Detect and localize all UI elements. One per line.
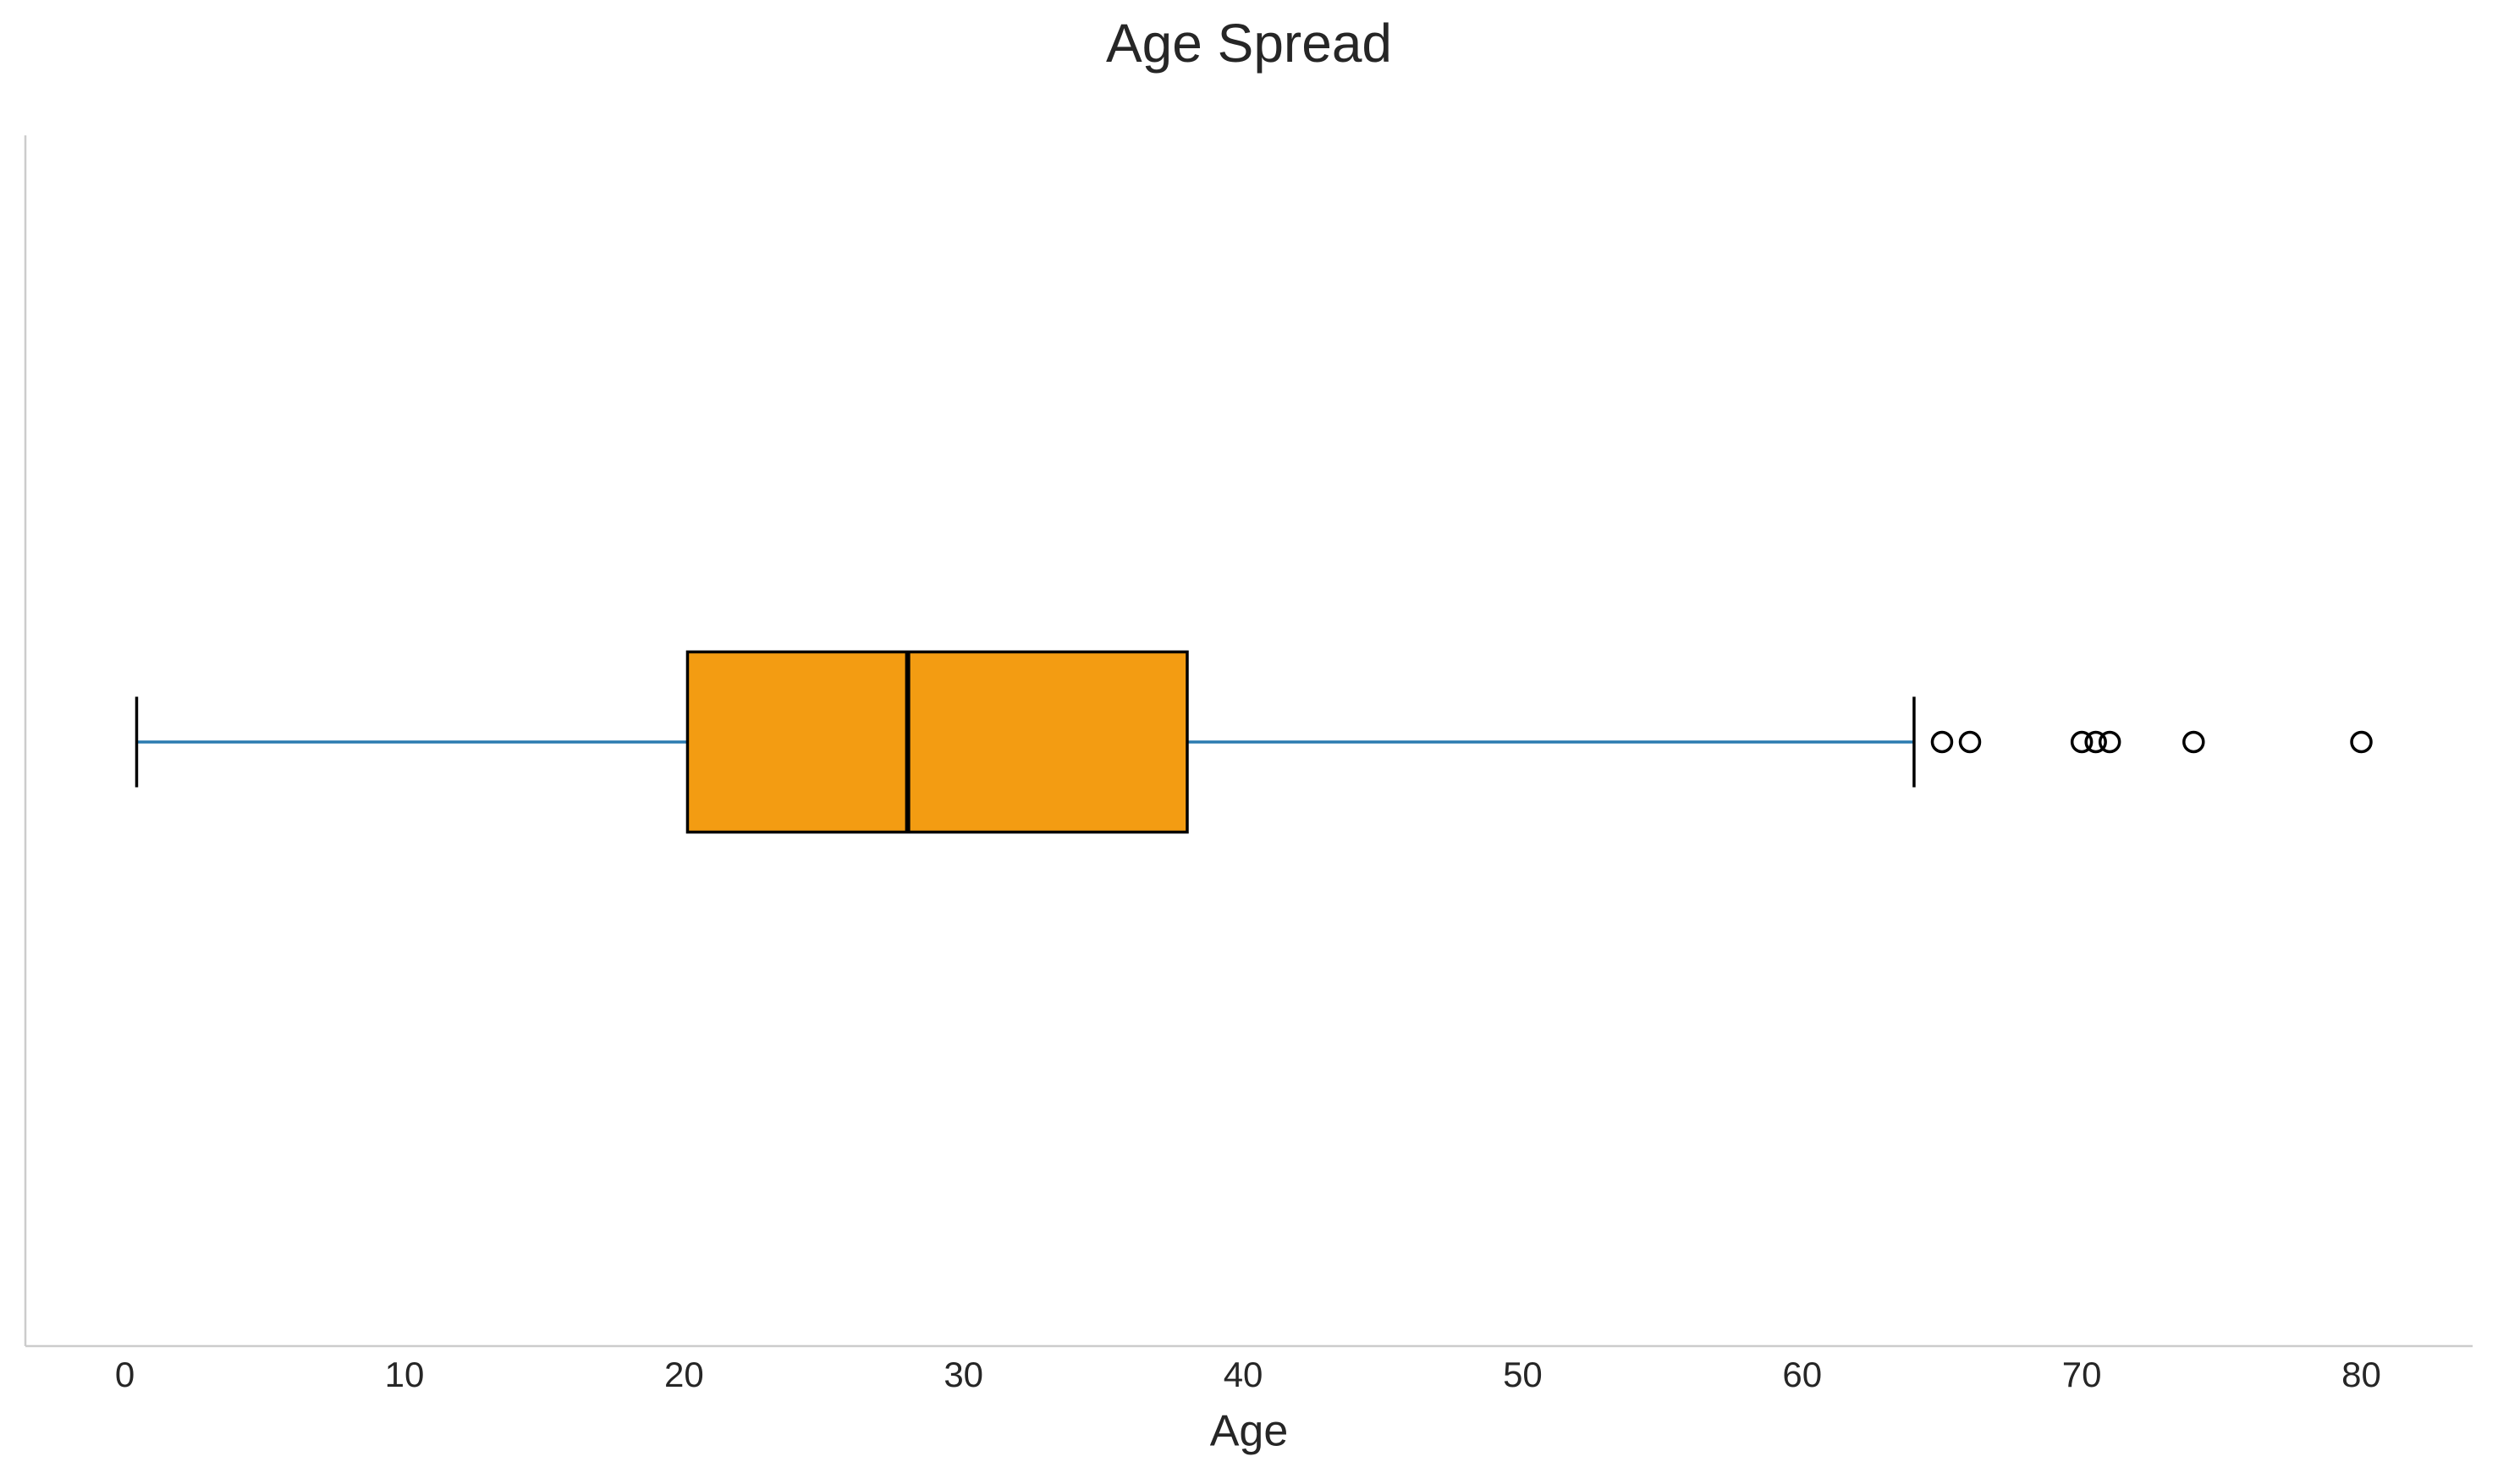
outlier — [2084, 730, 2107, 754]
x-tick-label: 30 — [944, 1355, 983, 1394]
x-tick-label: 0 — [115, 1355, 135, 1394]
outlier — [2182, 730, 2205, 754]
x-tick-label: 10 — [385, 1355, 425, 1394]
outlier — [1930, 730, 1954, 754]
x-tick-label: 50 — [1503, 1355, 1543, 1394]
outlier — [2070, 730, 2094, 754]
outlier — [2350, 730, 2373, 754]
chart-title: Age Spread — [1106, 13, 1392, 74]
x-tick-label: 60 — [1782, 1355, 1822, 1394]
box — [685, 650, 1189, 834]
x-tick-label: 40 — [1224, 1355, 1263, 1394]
x-tick-label: 20 — [664, 1355, 704, 1394]
x-tick-label: 70 — [2062, 1355, 2102, 1394]
x-tick-label: 80 — [2341, 1355, 2381, 1394]
outlier — [1958, 730, 1982, 754]
x-axis-label: Age — [1210, 1407, 1289, 1456]
outlier — [2098, 730, 2121, 754]
